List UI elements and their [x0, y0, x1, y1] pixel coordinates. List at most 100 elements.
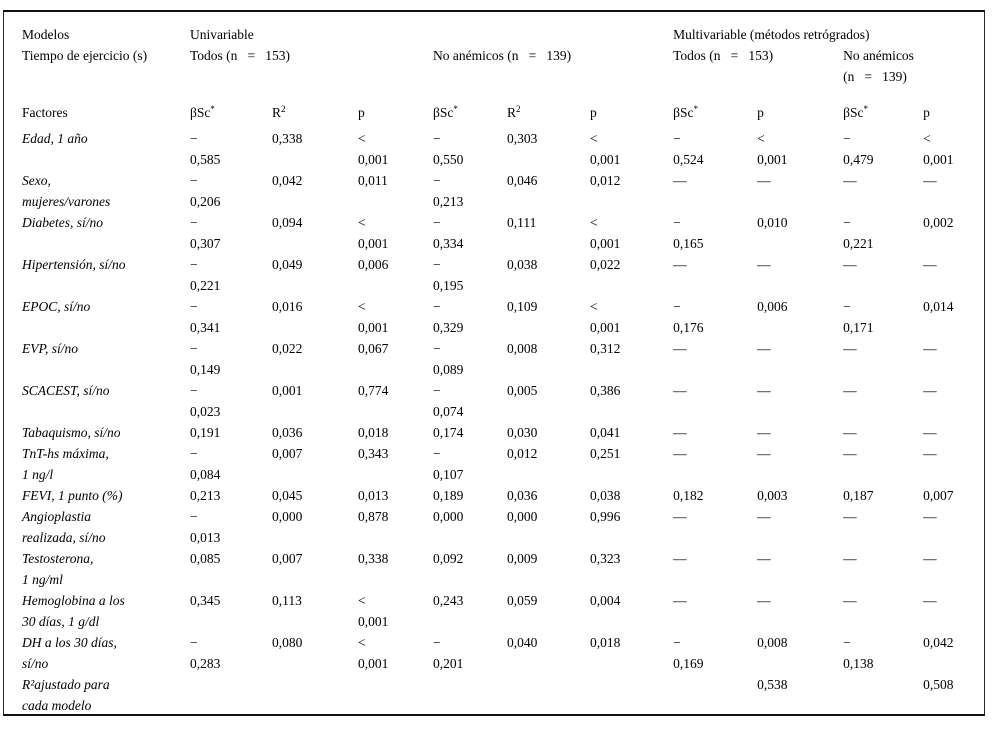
- value-cell: —: [843, 341, 857, 356]
- value-cell: − 0,585: [190, 131, 221, 167]
- value-cell: —: [923, 446, 937, 461]
- column-header-base: p: [358, 105, 365, 120]
- value-cell: [590, 674, 673, 714]
- column-header-base: βSc: [433, 105, 454, 120]
- value-cell: 0,189: [433, 488, 464, 503]
- value-cell: − 0,169: [673, 635, 704, 671]
- value-cell: —: [673, 551, 687, 566]
- value-cell: 0,007: [923, 488, 954, 503]
- value-cell: − 0,074: [433, 383, 464, 419]
- regression-table-container: Modelos Univariable Multivariable (métod…: [3, 10, 985, 716]
- column-header-sup: *: [863, 104, 868, 114]
- value-cell: 0,018: [590, 635, 621, 650]
- value-cell: 0,022: [590, 257, 621, 272]
- regression-table: Modelos Univariable Multivariable (métod…: [4, 12, 984, 714]
- column-header: βSc*: [843, 94, 923, 128]
- value-cell: —: [923, 383, 937, 398]
- column-header: βSc*: [190, 94, 272, 128]
- value-cell: 0,013: [358, 488, 389, 503]
- column-header: p: [923, 94, 984, 128]
- value-cell: —: [673, 383, 687, 398]
- value-cell: —: [757, 446, 771, 461]
- value-cell: [272, 674, 358, 714]
- table-row: TnT-hs máxima, 1 ng/l − 0,084 0,007 0,343 − …: [4, 443, 984, 485]
- table-row: Edad, 1 año − 0,585 0,338 < 0,001 − 0,550 0,3…: [4, 128, 984, 170]
- value-cell: —: [757, 383, 771, 398]
- value-cell: —: [673, 257, 687, 272]
- value-cell: 0,001: [272, 383, 303, 398]
- table-row: Diabetes, sí/no − 0,307 0,094 < 0,001 − 0,33…: [4, 212, 984, 254]
- table-body: Edad, 1 año − 0,585 0,338 < 0,001 − 0,550 0,3…: [4, 128, 984, 714]
- column-header-base: p: [757, 105, 764, 120]
- value-cell: 0,004: [590, 593, 621, 608]
- value-cell: 0,040: [507, 635, 538, 650]
- value-cell: < 0,001: [358, 635, 389, 671]
- value-cell: [673, 674, 757, 714]
- factor-cell: Diabetes, sí/no: [22, 215, 103, 230]
- value-cell: 0,018: [358, 425, 389, 440]
- value-cell: − 0,084: [190, 446, 221, 482]
- table-row: FEVI, 1 punto (%) 0,213 0,045 0,013 0,189 0,0…: [4, 485, 984, 506]
- table-row: EVP, sí/no − 0,149 0,022 0,067 − 0,089 0,008 0…: [4, 338, 984, 380]
- value-cell: —: [757, 593, 771, 608]
- column-header: βSc*: [433, 94, 507, 128]
- value-cell: —: [673, 341, 687, 356]
- value-cell: —: [923, 257, 937, 272]
- value-cell: < 0,001: [358, 593, 389, 629]
- table-row: Angioplastia realizada, sí/no − 0,013 0,00…: [4, 506, 984, 548]
- value-cell: —: [843, 551, 857, 566]
- value-cell: 0,303: [507, 131, 538, 146]
- value-cell: —: [757, 257, 771, 272]
- value-cell: —: [843, 425, 857, 440]
- column-header: Factores: [4, 94, 190, 128]
- value-cell: 0,000: [507, 509, 538, 524]
- value-cell: 0,080: [272, 635, 303, 650]
- value-cell: 0,049: [272, 257, 303, 272]
- value-cell: —: [673, 593, 687, 608]
- column-header-base: p: [923, 105, 930, 120]
- column-header-sup: *: [210, 104, 215, 114]
- column-header: βSc*: [673, 94, 757, 128]
- value-cell: 0,038: [590, 488, 621, 503]
- value-cell: − 0,329: [433, 299, 464, 335]
- table-row: Hipertensión, sí/no − 0,221 0,049 0,006 − 0,…: [4, 254, 984, 296]
- value-cell: —: [757, 509, 771, 524]
- value-cell: 0,113: [272, 593, 302, 608]
- exercise-time-label: Tiempo de ejercicio (s): [22, 48, 148, 63]
- value-cell: —: [843, 593, 857, 608]
- value-cell: —: [673, 509, 687, 524]
- value-cell: [358, 674, 433, 714]
- table-row: EPOC, sí/no − 0,341 0,016 < 0,001 − 0,329 0,1…: [4, 296, 984, 338]
- column-header-sup: 2: [516, 104, 521, 114]
- header-row-models: Modelos Univariable Multivariable (métod…: [4, 12, 984, 45]
- factor-cell: DH a los 30 días, sí/no: [22, 635, 117, 671]
- factor-cell: FEVI, 1 punto (%): [22, 488, 123, 503]
- value-cell: 0,005: [507, 383, 538, 398]
- value-cell: 0,006: [757, 299, 788, 314]
- value-cell: —: [923, 173, 937, 188]
- value-cell: − 0,165: [673, 215, 704, 251]
- value-cell: 0,008: [507, 341, 538, 356]
- value-cell: 0,067: [358, 341, 389, 356]
- value-cell: 0,386: [590, 383, 621, 398]
- value-cell: 0,312: [590, 341, 621, 356]
- value-cell: —: [843, 383, 857, 398]
- value-cell: < 0,001: [358, 215, 389, 251]
- value-cell: − 0,307: [190, 215, 221, 251]
- column-header-sup: *: [693, 104, 698, 114]
- value-cell: − 0,149: [190, 341, 221, 377]
- value-cell: − 0,341: [190, 299, 221, 335]
- value-cell: —: [673, 425, 687, 440]
- value-cell: − 0,138: [843, 635, 874, 671]
- column-header-base: βSc: [843, 105, 864, 120]
- value-cell: [190, 674, 272, 714]
- uni-nonanemic-group-label: No anémicos (n = 139): [433, 48, 572, 63]
- value-cell: 0,182: [673, 488, 704, 503]
- value-cell: − 0,221: [843, 215, 874, 251]
- table-row: Tabaquismo, sí/no 0,191 0,036 0,018 0,174 0,0…: [4, 422, 984, 443]
- value-cell: − 0,023: [190, 383, 221, 419]
- value-cell: —: [757, 341, 771, 356]
- value-cell: 0,213: [190, 488, 221, 503]
- value-cell: 0,012: [507, 446, 538, 461]
